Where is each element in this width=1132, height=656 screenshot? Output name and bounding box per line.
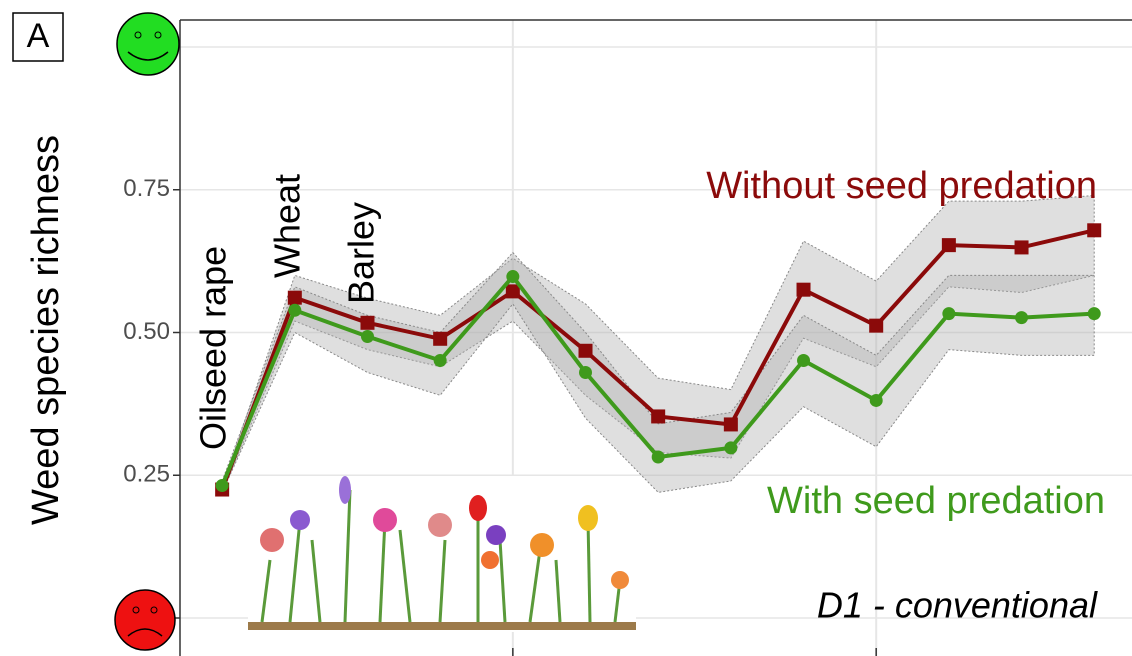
- y-tick-label: 0.25: [123, 461, 170, 488]
- point: [360, 316, 374, 330]
- point: [1087, 223, 1101, 237]
- point: [1015, 311, 1028, 324]
- legend-label: With seed predation: [767, 480, 1105, 522]
- point: [651, 409, 665, 423]
- point: [1088, 307, 1101, 320]
- chart: 0.000.250.500.751.00 A Weed species rich…: [0, 0, 1132, 656]
- legend-label: Without seed predation: [706, 165, 1097, 207]
- y-axis-label: Weed species richness: [25, 135, 67, 525]
- point: [433, 332, 447, 346]
- point: [942, 307, 955, 320]
- point: [1015, 240, 1029, 254]
- point: [506, 270, 519, 283]
- subtitle: D1 - conventional: [817, 585, 1098, 626]
- point: [434, 354, 447, 367]
- point: [869, 319, 883, 333]
- sad-face: [115, 590, 175, 650]
- point: [942, 238, 956, 252]
- point: [724, 417, 738, 431]
- y-tick-label: 0.50: [123, 318, 170, 345]
- point: [216, 479, 229, 492]
- panel-label: A: [27, 17, 50, 55]
- annotation: Barley: [341, 202, 382, 304]
- happy-face: [117, 13, 179, 75]
- point: [579, 366, 592, 379]
- y-tick-label: 0.75: [123, 175, 170, 202]
- annotation: Oilseed rape: [193, 246, 234, 450]
- point: [579, 344, 593, 358]
- meadow-illustration: [248, 476, 636, 632]
- point: [288, 304, 301, 317]
- point: [797, 354, 810, 367]
- point: [506, 284, 520, 298]
- annotation: Wheat: [267, 174, 308, 278]
- point: [724, 441, 737, 454]
- point: [288, 291, 302, 305]
- point: [870, 394, 883, 407]
- point: [797, 283, 811, 297]
- point: [652, 450, 665, 463]
- point: [361, 330, 374, 343]
